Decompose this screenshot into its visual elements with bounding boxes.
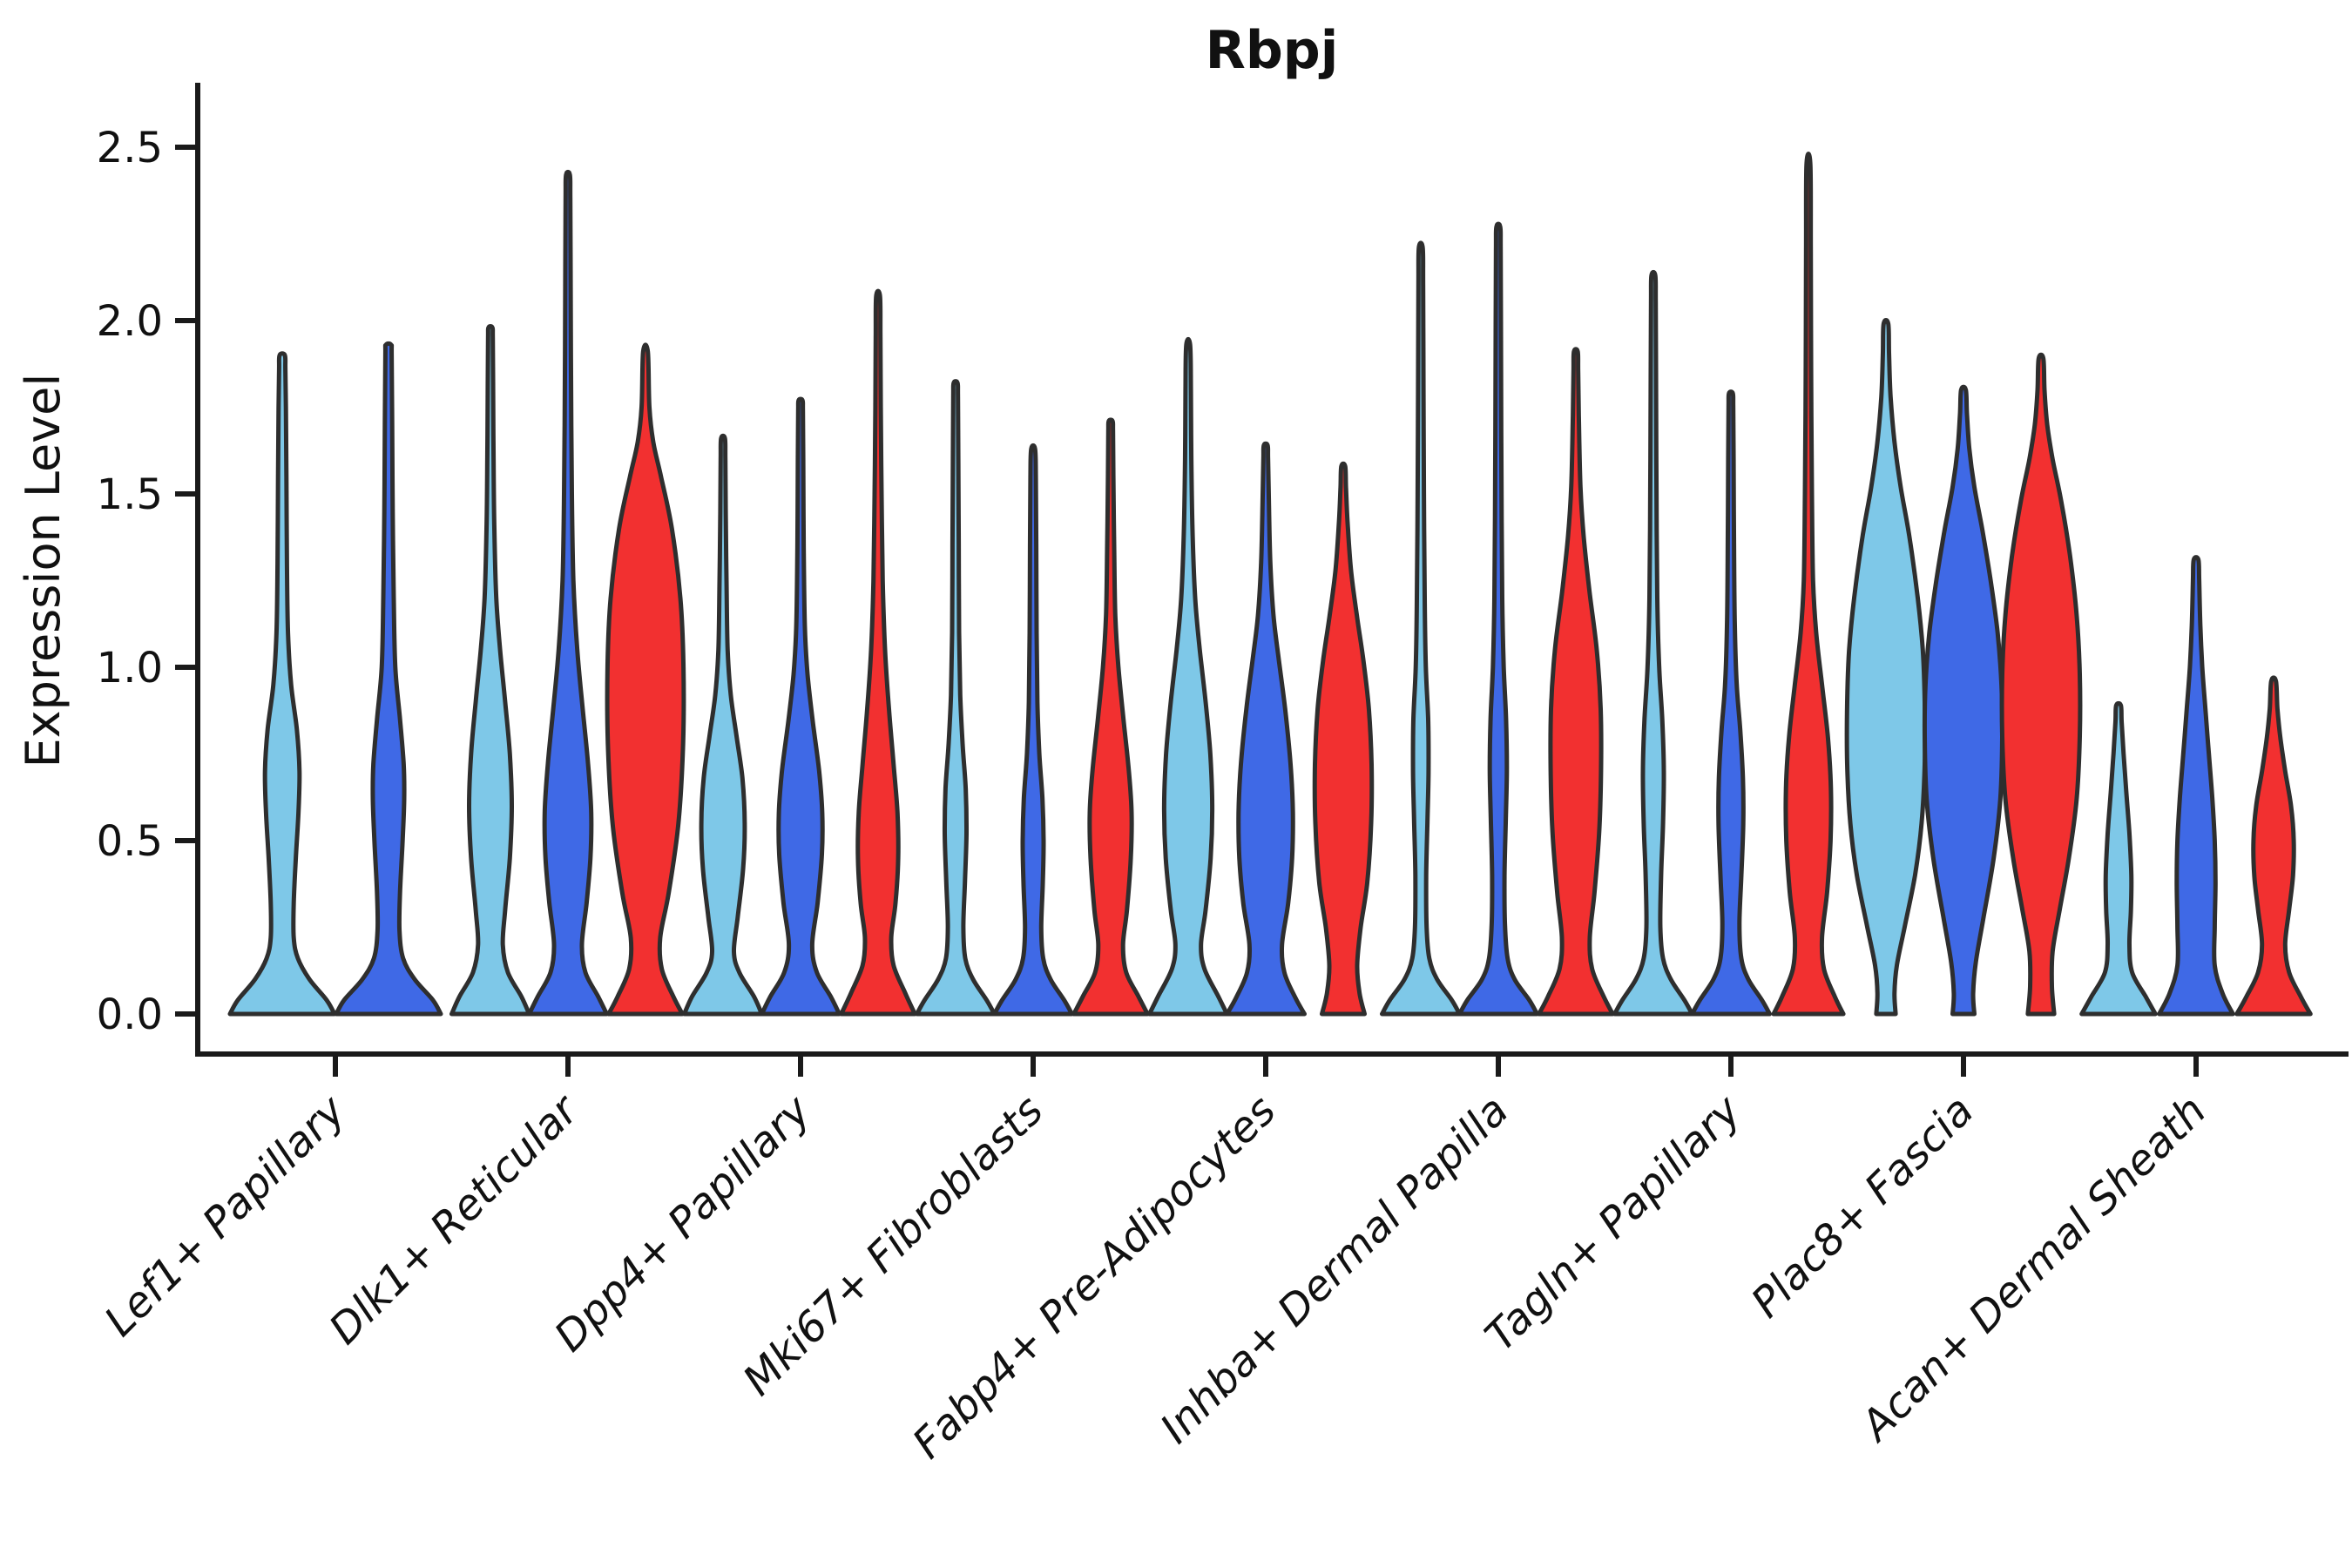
violin-group	[227, 341, 443, 1017]
violin	[1537, 347, 1615, 1017]
violin	[760, 396, 841, 1017]
violin	[1457, 221, 1539, 1017]
y-axis-label: Expression Level	[16, 374, 71, 768]
violin	[605, 342, 686, 1017]
y-tick-label: 2.0	[97, 297, 163, 346]
violin	[2234, 675, 2313, 1017]
x-tick-label: Dpp4+ Papillary	[545, 1085, 821, 1361]
violin	[1312, 461, 1375, 1017]
violin	[2079, 700, 2158, 1017]
chart-title: Rbpj	[1206, 20, 1339, 81]
violin	[839, 288, 917, 1017]
violin-group	[1147, 336, 1375, 1017]
x-tick-label: Lef1+ Papillary	[95, 1085, 355, 1346]
violin	[1147, 336, 1229, 1017]
violin-group	[2079, 555, 2313, 1017]
violin	[1612, 269, 1694, 1017]
violin	[682, 433, 764, 1017]
violin	[449, 324, 531, 1017]
violin	[1380, 240, 1462, 1017]
violin	[1922, 384, 2005, 1017]
violin-group	[1844, 318, 2083, 1017]
violin	[1999, 352, 2083, 1017]
violin-group	[1612, 151, 1846, 1017]
violin	[1844, 318, 1928, 1017]
x-tick-label: Tagln+ Papillary	[1476, 1085, 1751, 1361]
y-tick-label: 1.0	[97, 644, 163, 693]
violin	[992, 443, 1074, 1017]
violin	[2157, 555, 2235, 1017]
y-tick-label: 0.5	[97, 817, 163, 866]
x-tick-label: Plac8+ Fascia	[1742, 1086, 1984, 1328]
violin-group	[449, 169, 686, 1017]
violin-group	[1380, 221, 1615, 1017]
violin	[334, 341, 443, 1017]
violin	[227, 351, 337, 1017]
y-tick-label: 1.5	[97, 470, 163, 519]
violin	[1225, 441, 1307, 1017]
violin	[527, 169, 609, 1017]
violins-layer	[227, 151, 2313, 1017]
x-tick-label: Dlk1+ Reticular	[320, 1085, 590, 1355]
violin-group	[915, 379, 1150, 1017]
violin-group	[682, 288, 917, 1017]
violin	[1771, 151, 1846, 1017]
violin	[915, 379, 997, 1017]
y-tick-label: 0.0	[97, 990, 163, 1039]
violin	[1690, 389, 1772, 1017]
y-tick-label: 2.5	[97, 124, 163, 172]
violin	[1071, 417, 1150, 1017]
